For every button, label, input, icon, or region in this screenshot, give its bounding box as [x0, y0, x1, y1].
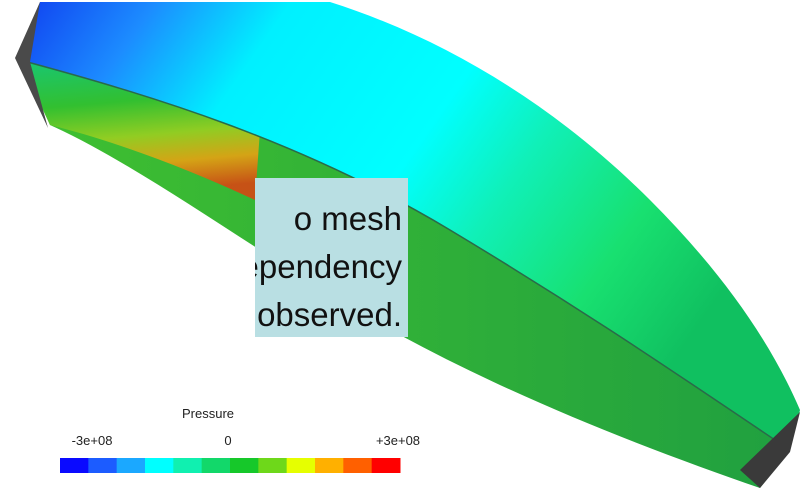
legend-max-label: +3e+08: [376, 433, 420, 448]
note-line: s observed.: [255, 296, 402, 334]
legend-mid-label: 0: [224, 433, 231, 448]
colorbar-swatch: [315, 458, 344, 473]
note-line: ependency: [255, 248, 402, 286]
colorbar-swatch: [372, 458, 401, 473]
colorbar-swatch: [287, 458, 316, 473]
colorbar-swatch: [258, 458, 287, 473]
note-line: o mesh: [294, 200, 402, 238]
note-box: o mesh ependency s observed.: [255, 178, 408, 337]
colorbar-swatch: [230, 458, 259, 473]
colorbar-swatch: [202, 458, 231, 473]
colorbar-swatch: [145, 458, 174, 473]
legend-min-label: -3e+08: [72, 433, 113, 448]
colorbar-swatch: [88, 458, 117, 473]
colorbar-swatch: [343, 458, 372, 473]
colorbar-swatch: [60, 458, 89, 473]
colorbar: [60, 458, 401, 473]
legend-title: Pressure: [182, 406, 234, 421]
colorbar-swatch: [173, 458, 202, 473]
colorbar-swatch: [117, 458, 146, 473]
page: {"note": {"lines": ["o mesh", "ependency…: [0, 0, 806, 498]
